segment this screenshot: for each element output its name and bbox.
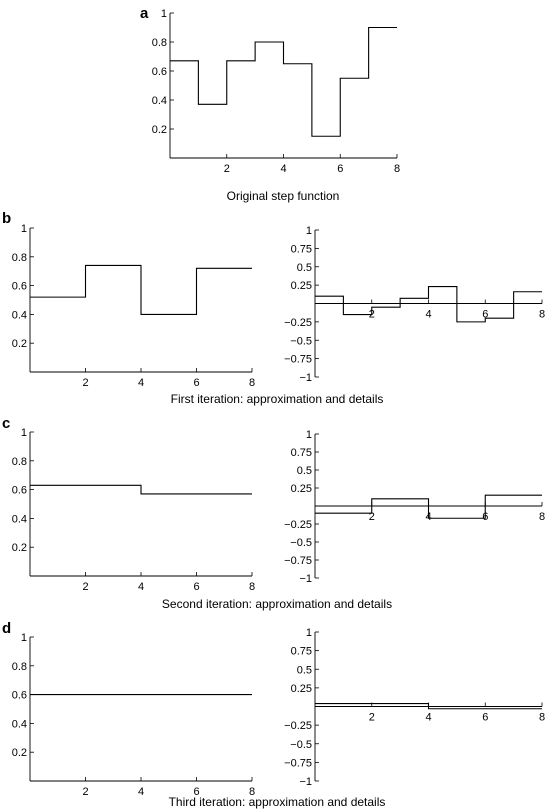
y-tick-label: −1 [299, 776, 312, 788]
y-tick-label: 0.4 [12, 513, 27, 525]
y-tick-label: 0.75 [291, 243, 312, 255]
y-tick-label: −0.75 [284, 354, 312, 366]
panel-caption: First iteration: approximation and detai… [171, 392, 384, 406]
y-tick-label: 0.2 [12, 747, 27, 759]
y-tick-label: 0.8 [152, 37, 167, 49]
y-tick-label: 0.6 [12, 690, 27, 702]
y-tick-label: −0.25 [284, 317, 312, 329]
x-tick-label: 2 [369, 712, 375, 724]
chart-panel-1: 0.2 0.4 0.6 0.8 1 2 4 6 8 [152, 8, 400, 175]
y-tick-label: 1 [306, 225, 312, 237]
y-tick-label: 1 [161, 8, 167, 20]
y-tick-label: 0.75 [291, 646, 312, 658]
chart-panel-2: 0.2 0.4 0.6 0.8 1 2 4 6 8 [12, 223, 255, 389]
y-tick-label: 0.75 [291, 447, 312, 459]
x-tick-label: 8 [539, 511, 545, 523]
x-tick-label: 4 [138, 377, 144, 389]
x-tick-label: 8 [539, 309, 545, 321]
panel-caption: Original step function [227, 189, 340, 203]
step-series-line [315, 286, 542, 323]
y-tick-label: 0.6 [12, 281, 27, 293]
y-tick-label: 1 [306, 429, 312, 441]
y-tick-label: 0.8 [12, 252, 27, 264]
panel-label: b [2, 210, 11, 227]
x-tick-label: 8 [249, 581, 255, 593]
y-tick-label: −0.5 [290, 335, 312, 347]
x-tick-label: 8 [249, 377, 255, 389]
x-tick-label: 8 [394, 163, 400, 175]
x-tick-label: 2 [82, 581, 88, 593]
y-tick-label: 0.25 [291, 483, 312, 495]
y-tick-label: −0.75 [284, 555, 312, 567]
x-tick-label: 6 [193, 377, 199, 389]
y-tick-label: −1 [299, 573, 312, 585]
y-tick-label: 1 [21, 427, 27, 439]
x-tick-label: 8 [249, 786, 255, 798]
chart-panel-4: 0.2 0.4 0.6 0.8 1 2 4 6 8 [12, 427, 255, 593]
y-tick-label: −0.5 [290, 739, 312, 751]
y-tick-label: 0.6 [12, 485, 27, 497]
y-tick-label: 1 [306, 627, 312, 639]
y-tick-label: 1 [21, 223, 27, 235]
y-tick-label: −0.25 [284, 720, 312, 732]
chart-panel-6: 0.2 0.4 0.6 0.8 1 2 4 6 8 [12, 632, 255, 798]
step-series-line [170, 26, 397, 137]
y-tick-label: 0.2 [12, 338, 27, 350]
y-tick-label: 0.8 [12, 456, 27, 468]
y-tick-label: 0.5 [297, 262, 312, 274]
x-tick-label: 4 [280, 163, 286, 175]
x-tick-label: 4 [425, 712, 431, 724]
x-tick-label: 6 [482, 309, 488, 321]
panel-caption: Third iteration: approximation and detai… [169, 795, 386, 809]
x-tick-label: 4 [138, 581, 144, 593]
y-tick-label: 0.2 [12, 542, 27, 554]
y-tick-label: 0.25 [291, 683, 312, 695]
y-tick-label: 0.6 [152, 66, 167, 78]
x-tick-label: 6 [337, 163, 343, 175]
panel-label: a [140, 5, 149, 22]
y-tick-label: 0.5 [297, 465, 312, 477]
x-tick-label: 2 [369, 511, 375, 523]
panel-label: c [2, 415, 10, 432]
y-tick-label: −0.5 [290, 537, 312, 549]
panel-caption: Second iteration: approximation and deta… [162, 597, 392, 611]
step-series-line [315, 494, 542, 519]
x-tick-label: 4 [138, 786, 144, 798]
y-tick-label: −0.25 [284, 519, 312, 531]
x-tick-label: 2 [82, 377, 88, 389]
x-tick-label: 4 [425, 309, 431, 321]
step-series-line [30, 484, 252, 495]
panel-label: d [2, 620, 11, 637]
y-tick-label: 0.2 [152, 124, 167, 136]
step-series-line [30, 264, 252, 315]
chart-panel-7: −1 −0.75 −0.5 −0.25 0.25 0.5 0.75 1 2 4 6 8 [284, 627, 545, 788]
y-tick-label: 0.4 [152, 95, 167, 107]
y-tick-label: 0.4 [12, 718, 27, 730]
y-tick-label: 1 [21, 632, 27, 644]
x-tick-label: 2 [224, 163, 230, 175]
x-tick-label: 6 [193, 581, 199, 593]
y-tick-label: 0.8 [12, 661, 27, 673]
step-series-line [315, 702, 542, 710]
x-tick-label: 6 [193, 786, 199, 798]
x-tick-label: 8 [539, 712, 545, 724]
y-tick-label: −0.75 [284, 757, 312, 769]
x-tick-label: 2 [82, 786, 88, 798]
y-tick-label: 0.25 [291, 280, 312, 292]
y-tick-label: 0.5 [297, 664, 312, 676]
y-tick-label: −1 [299, 372, 312, 384]
x-tick-label: 6 [482, 712, 488, 724]
y-tick-label: 0.4 [12, 309, 27, 321]
